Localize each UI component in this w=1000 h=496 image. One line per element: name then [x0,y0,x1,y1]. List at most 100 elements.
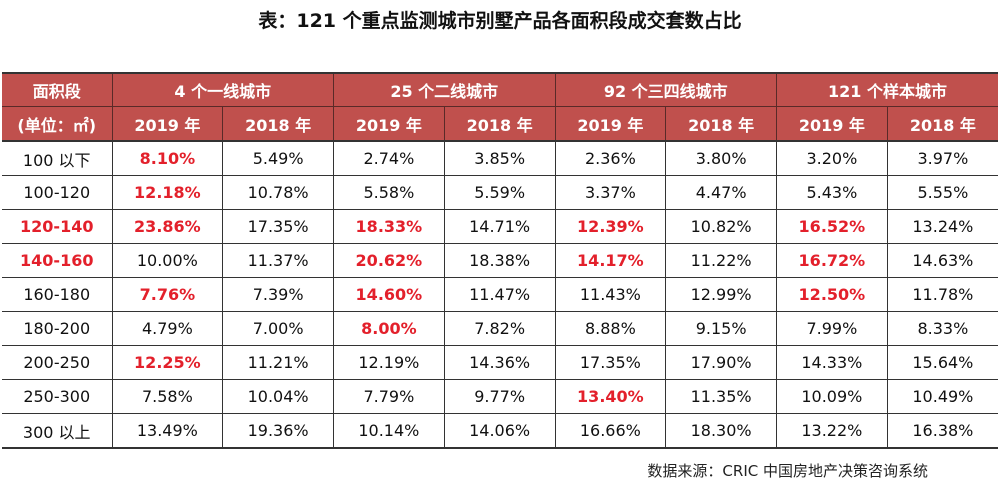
value-cell: 7.99% [776,311,888,346]
value-cell: 11.22% [665,243,777,278]
header-group-tier2: 25 个二线城市 [333,72,556,107]
row-label: 100-120 [2,175,113,210]
value-cell: 5.43% [776,175,888,210]
value-cell: 7.00% [222,311,334,346]
header-year: 2019 年 [111,106,224,142]
table-row: 100-120 12.18% 10.78% 5.58% 5.59% 3.37% 4.47% 5… [2,175,999,210]
row-label: 200-250 [2,345,113,380]
value-cell: 12.18% [111,175,224,210]
value-cell: 5.55% [886,175,999,210]
value-cell: 16.52% [776,209,888,244]
table-row: 120-140 23.86% 17.35% 18.33% 14.71% 12.39% 10.… [2,209,999,244]
table-row: 300 以上 13.49% 19.36% 10.14% 14.06% 16.66% 18.3… [2,413,999,449]
value-cell: 17.35% [554,345,667,380]
header-year: 2018 年 [222,106,334,142]
value-cell: 11.43% [554,277,667,312]
value-cell: 3.20% [776,140,888,176]
value-cell: 14.63% [886,243,999,278]
row-label: 250-300 [2,379,113,414]
value-cell: 8.00% [333,311,445,346]
value-cell: 10.82% [665,209,777,244]
value-cell: 10.00% [111,243,224,278]
header-unit: (单位：㎡) [2,106,113,142]
value-cell: 15.64% [886,345,999,380]
header-year: 2018 年 [886,106,999,142]
value-cell: 7.58% [111,379,224,414]
table-row: 140-160 10.00% 11.37% 20.62% 18.38% 14.17% 11.… [2,243,999,278]
header-row-years: (单位：㎡) 2019 年 2018 年 2019 年 2018 年 2019 … [2,106,999,142]
value-cell: 20.62% [333,243,445,278]
value-cell: 14.36% [443,345,556,380]
header-group-tier1: 4 个一线城市 [111,72,334,107]
value-cell: 7.39% [222,277,334,312]
row-label: 300 以上 [2,413,113,449]
row-label: 180-200 [2,311,113,346]
value-cell: 5.49% [222,140,334,176]
value-cell: 13.22% [776,413,888,449]
value-cell: 11.21% [222,345,334,380]
value-cell: 10.09% [776,379,888,414]
value-cell: 12.99% [665,277,777,312]
value-cell: 11.47% [443,277,556,312]
header-row-groups: 面积段 4 个一线城市 25 个二线城市 92 个三四线城市 121 个样本城市 [2,72,999,107]
value-cell: 3.37% [554,175,667,210]
value-cell: 2.74% [333,140,445,176]
table-row: 160-180 7.76% 7.39% 14.60% 11.47% 11.43% 12.99… [2,277,999,312]
table-row: 100 以下 8.10% 5.49% 2.74% 3.85% 2.36% 3.80% 3.20… [2,140,999,176]
value-cell: 18.30% [665,413,777,449]
value-cell: 5.59% [443,175,556,210]
value-cell: 10.14% [333,413,445,449]
value-cell: 14.17% [554,243,667,278]
value-cell: 5.58% [333,175,445,210]
header-group-tier3-4: 92 个三四线城市 [554,72,777,107]
value-cell: 4.47% [665,175,777,210]
value-cell: 8.10% [111,140,224,176]
value-cell: 14.60% [333,277,445,312]
value-cell: 13.24% [886,209,999,244]
table-body: 100 以下 8.10% 5.49% 2.74% 3.85% 2.36% 3.80% 3.20… [2,140,999,449]
value-cell: 8.33% [886,311,999,346]
value-cell: 10.78% [222,175,334,210]
value-cell: 14.33% [776,345,888,380]
value-cell: 7.79% [333,379,445,414]
data-table: 面积段 4 个一线城市 25 个二线城市 92 个三四线城市 121 个样本城市… [2,72,999,449]
value-cell: 9.77% [443,379,556,414]
value-cell: 13.49% [111,413,224,449]
value-cell: 12.25% [111,345,224,380]
value-cell: 11.35% [665,379,777,414]
table-title: 表：121 个重点监测城市别墅产品各面积段成交套数占比 [258,10,742,32]
value-cell: 12.39% [554,209,667,244]
value-cell: 3.80% [665,140,777,176]
value-cell: 7.82% [443,311,556,346]
header-area-range: 面积段 [2,72,113,107]
value-cell: 8.88% [554,311,667,346]
row-label: 160-180 [2,277,113,312]
value-cell: 17.90% [665,345,777,380]
value-cell: 12.50% [776,277,888,312]
value-cell: 16.66% [554,413,667,449]
table-row: 180-200 4.79% 7.00% 8.00% 7.82% 8.88% 9.15% 7.9… [2,311,999,346]
value-cell: 16.38% [886,413,999,449]
value-cell: 10.04% [222,379,334,414]
value-cell: 4.79% [111,311,224,346]
value-cell: 7.76% [111,277,224,312]
source-note: 数据来源：CRIC 中国房地产决策咨询系统 [647,462,928,480]
value-cell: 14.71% [443,209,556,244]
value-cell: 11.78% [886,277,999,312]
value-cell: 18.33% [333,209,445,244]
value-cell: 10.49% [886,379,999,414]
row-label: 140-160 [2,243,113,278]
value-cell: 13.40% [554,379,667,414]
value-cell: 9.15% [665,311,777,346]
header-group-all: 121 个样本城市 [776,72,999,107]
header-year: 2019 年 [554,106,667,142]
header-year: 2019 年 [776,106,888,142]
row-label: 120-140 [2,209,113,244]
header-year: 2018 年 [443,106,556,142]
value-cell: 11.37% [222,243,334,278]
value-cell: 3.85% [443,140,556,176]
value-cell: 16.72% [776,243,888,278]
header-year: 2018 年 [665,106,777,142]
value-cell: 14.06% [443,413,556,449]
table-row: 250-300 7.58% 10.04% 7.79% 9.77% 13.40% 11.35%… [2,379,999,414]
